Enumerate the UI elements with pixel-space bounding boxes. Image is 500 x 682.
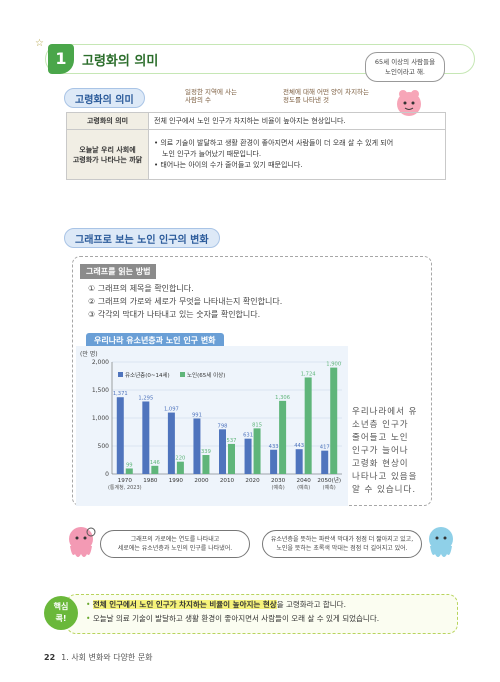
pink-character-icon bbox=[397, 90, 421, 116]
data-label: 1,295 bbox=[138, 395, 153, 401]
x-tick-label: 2010 bbox=[220, 478, 235, 484]
data-label: 1,371 bbox=[113, 391, 128, 397]
data-label: 99 bbox=[126, 462, 133, 468]
core-badge: 핵심 콕! bbox=[44, 596, 78, 630]
legend-swatch bbox=[180, 372, 185, 377]
bar-youth bbox=[167, 412, 175, 474]
bar-youth bbox=[270, 449, 278, 474]
core-points: 전체 인구에서 노인 인구가 차지하는 비율이 높아지는 현상을 고령화라고 합… bbox=[86, 598, 454, 626]
bar-elderly bbox=[330, 367, 338, 474]
y-tick-label: 1,000 bbox=[92, 415, 109, 422]
bar-youth bbox=[295, 449, 303, 474]
page-footer: 22 1. 사회 변화와 다양한 문화 bbox=[44, 652, 153, 663]
x-tick-note: (예측) bbox=[272, 484, 285, 491]
legend-label: 유소년층(0~14세) bbox=[125, 371, 170, 379]
bar-youth bbox=[244, 438, 252, 474]
data-label: 815 bbox=[252, 422, 262, 428]
table-row: 고령화의 의미 전체 인구에서 노인 인구가 차지하는 비율이 높아지는 현상입… bbox=[66, 112, 446, 130]
x-tick-label: 1980 bbox=[143, 478, 158, 484]
y-tick-label: 2,000 bbox=[92, 359, 109, 366]
x-tick-note: (예측) bbox=[297, 484, 310, 491]
x-tick-note: (예측) bbox=[323, 484, 336, 491]
row-head-meaning: 고령화의 의미 bbox=[66, 112, 149, 130]
table-row: 오늘날 우리 사회에 고령화가 나타나는 까닭 • 의료 기술이 발달하고 생활… bbox=[66, 129, 446, 180]
legend-label: 노인(65세 이상) bbox=[187, 371, 225, 379]
bar-youth bbox=[142, 401, 150, 474]
bar-elderly bbox=[202, 455, 210, 474]
bar-youth bbox=[116, 397, 124, 474]
data-label: 798 bbox=[218, 423, 228, 429]
note-ratio: 전체에 대해 어떤 양이 차지하는 정도를 나타낸 것 bbox=[283, 88, 370, 104]
speech-left: 그래프의 가로에는 연도를 나타내고 세로에는 유소년층과 노인의 인구를 나타… bbox=[100, 530, 250, 558]
section-number: 1 bbox=[48, 44, 74, 74]
data-label: 1,900 bbox=[326, 362, 341, 368]
data-label: 339 bbox=[201, 449, 211, 455]
legend-swatch bbox=[118, 372, 123, 377]
pink-octopus-icon bbox=[69, 527, 96, 557]
top-speech-bubble: 65세 이상의 사람들을 노인이라고 해. bbox=[365, 52, 445, 82]
chart-title: 우리나라 유소년층과 노인 인구 변화 bbox=[86, 333, 224, 348]
star-icon: ☆ bbox=[35, 38, 44, 49]
meaning-table: 고령화의 의미 전체 인구에서 노인 인구가 차지하는 비율이 높아지는 현상입… bbox=[66, 112, 446, 180]
y-tick-label: 0 bbox=[105, 471, 109, 478]
row-text-reason: • 의료 기술이 발달하고 생활 환경이 좋아지면서 사람들이 더 오래 살 수… bbox=[148, 129, 446, 180]
bar-youth bbox=[219, 429, 226, 474]
data-label: 631 bbox=[243, 433, 253, 439]
data-label: 417 bbox=[320, 445, 330, 451]
data-label: 220 bbox=[175, 456, 185, 462]
y-unit-label: (만 명) bbox=[80, 350, 98, 358]
data-label: 537 bbox=[227, 438, 237, 444]
meaning-pill: 고령화의 의미 bbox=[64, 88, 145, 108]
bar-elderly bbox=[125, 468, 133, 474]
section-title: 고령화의 의미 bbox=[82, 54, 159, 69]
x-tick-label: 2040 bbox=[297, 478, 312, 484]
note-population: 일정한 지역에 사는 사람의 수 bbox=[185, 88, 237, 104]
data-label: 1,724 bbox=[301, 371, 317, 377]
x-tick-label: 2050(년) bbox=[317, 476, 341, 484]
x-tick-label: 1990 bbox=[169, 478, 184, 484]
x-tick-label: 2000 bbox=[194, 478, 209, 484]
data-label: 433 bbox=[269, 444, 279, 450]
blue-octopus-icon bbox=[429, 527, 453, 557]
bar-elderly bbox=[228, 443, 235, 474]
how-to-read-heading: 그래프를 읽는 방법 bbox=[80, 264, 157, 279]
population-bar-chart: (만 명) 0 500 1,000 1,500 2,000 1,371 99 1970(통계청,… bbox=[76, 346, 348, 506]
bar-elderly bbox=[176, 461, 184, 474]
data-label: 991 bbox=[192, 413, 202, 419]
bar-elderly bbox=[304, 377, 312, 474]
y-tick-label: 1,500 bbox=[92, 387, 109, 394]
chart-summary-text: 우리나라에서 유 소년층 인구가 줄어들고 노인 인구가 늘어나 고령화 현상이… bbox=[352, 407, 418, 495]
bar-youth bbox=[193, 418, 201, 474]
row-text-meaning: 전체 인구에서 노인 인구가 차지하는 비율이 높아지는 현상입니다. bbox=[148, 112, 446, 130]
row-head-reason: 오늘날 우리 사회에 고령화가 나타나는 까닭 bbox=[66, 129, 149, 180]
data-label: 146 bbox=[150, 460, 160, 466]
x-tick-label: 1970 bbox=[118, 478, 133, 484]
how-to-read-steps: ① 그래프의 제목을 확인합니다. ② 그래프의 가로와 세로가 무엇을 나타내… bbox=[88, 284, 283, 319]
data-label: 443 bbox=[294, 443, 304, 449]
page-number: 22 bbox=[44, 653, 56, 662]
x-tick-label: 2020 bbox=[245, 478, 260, 484]
y-tick-label: 500 bbox=[98, 443, 110, 450]
bar-elderly bbox=[279, 400, 287, 474]
bar-youth bbox=[321, 450, 329, 474]
data-label: 1,097 bbox=[164, 407, 179, 413]
bar-elderly bbox=[253, 428, 261, 474]
x-tick-label: 2030 bbox=[271, 478, 286, 484]
x-tick-note: (통계청, 2023) bbox=[108, 484, 142, 491]
chapter-title: 1. 사회 변화와 다양한 문화 bbox=[61, 653, 153, 662]
speech-right: 유소년층을 뜻하는 파란색 막대가 점점 더 짧아지고 있고, 노인을 뜻하는 … bbox=[262, 530, 422, 558]
bar-elderly bbox=[151, 465, 159, 474]
data-label: 1,306 bbox=[275, 395, 290, 401]
graph-section-pill: 그래프로 보는 노인 인구의 변화 bbox=[64, 228, 220, 248]
